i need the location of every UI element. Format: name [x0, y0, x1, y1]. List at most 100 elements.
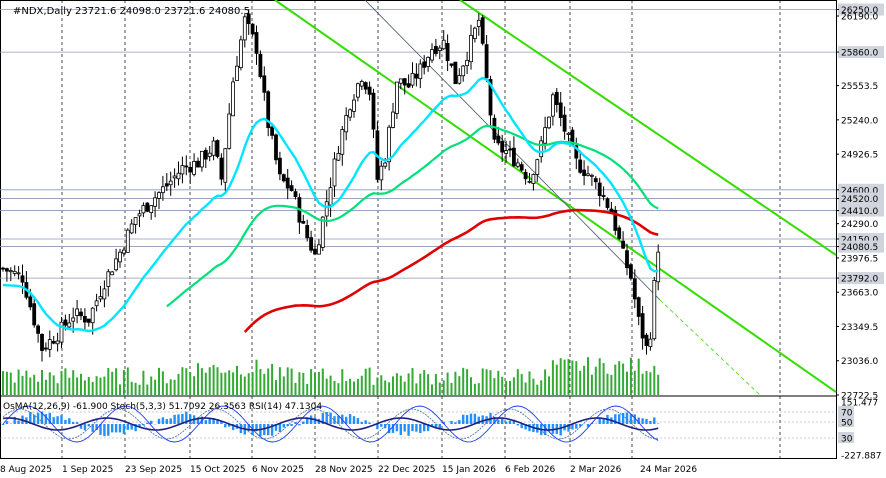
osma-bar	[306, 417, 309, 424]
osma-bar	[649, 420, 652, 424]
volume-bar	[9, 372, 12, 395]
candle	[590, 173, 594, 186]
candle	[445, 34, 450, 72]
volume-bar	[411, 368, 414, 395]
volume-bar	[618, 361, 621, 395]
candle	[114, 248, 118, 272]
osma-bar	[103, 424, 106, 437]
candle	[613, 206, 618, 236]
osc-tick-label: -227.887	[841, 452, 881, 462]
candle	[157, 191, 161, 210]
volume-bar	[95, 376, 98, 395]
channel-projection	[659, 299, 761, 396]
osma-bar	[196, 417, 200, 424]
volume-bar	[204, 372, 207, 395]
candle	[398, 78, 403, 90]
volume-bar	[555, 364, 558, 395]
candle	[297, 193, 302, 234]
osma-bar	[5, 421, 9, 424]
volume-bar	[571, 360, 574, 395]
volume-bar	[33, 374, 36, 395]
osma-bar	[68, 418, 71, 424]
osma-bar	[189, 414, 192, 424]
osma-bar	[309, 415, 313, 424]
volume-bar	[5, 371, 8, 395]
osma-bar	[641, 418, 644, 424]
volume-bar	[317, 371, 320, 395]
candle	[453, 61, 458, 85]
time-tick-label: 6 Nov 2025	[252, 465, 304, 475]
osma-bar	[426, 424, 430, 432]
price-tick-label: 22722.5	[841, 392, 878, 402]
osma-bar	[497, 419, 500, 424]
volume-bar	[419, 373, 422, 395]
osma-bar	[83, 424, 87, 431]
candle	[566, 132, 571, 143]
candle	[601, 186, 606, 201]
osma-bar	[173, 414, 176, 424]
price-tick-label: 25240.0	[841, 116, 878, 126]
time-tick-label: 8 Aug 2025	[0, 465, 52, 475]
volume-bar	[489, 370, 492, 395]
volume-bar	[44, 379, 47, 395]
candle	[207, 145, 212, 162]
candle	[75, 299, 79, 324]
candle	[266, 90, 271, 137]
candle	[519, 161, 524, 173]
osma-bar	[1, 424, 5, 425]
volume-bar	[263, 373, 266, 395]
osma-bar	[255, 424, 258, 432]
volume-bar	[232, 372, 235, 395]
osma-bar	[231, 424, 235, 431]
volume-bar	[594, 366, 597, 395]
candle	[274, 133, 278, 165]
chart-frame	[0, 0, 837, 459]
candle	[83, 308, 87, 331]
osma-bar	[270, 424, 274, 436]
osma-bar	[33, 415, 36, 424]
volume-bar	[450, 382, 453, 395]
volume-bar	[349, 378, 352, 395]
candle	[422, 55, 427, 75]
candle	[192, 153, 197, 177]
volume-bar	[649, 372, 652, 395]
osma-bar	[586, 424, 590, 427]
candle	[285, 168, 290, 200]
time-tick-label: 2 Mar 2026	[570, 465, 622, 475]
volume-bar	[282, 376, 285, 395]
osma-bar	[454, 422, 457, 424]
volume-bar	[598, 358, 601, 395]
osma-bar	[524, 424, 527, 430]
candle	[137, 209, 142, 228]
candle	[12, 265, 17, 277]
candle	[238, 35, 243, 71]
volume-bar	[583, 365, 586, 395]
candle	[277, 151, 282, 181]
price-tick-label: 26250.0	[841, 6, 878, 16]
osma-bar	[345, 416, 348, 424]
candle	[188, 161, 193, 184]
osma-bar	[224, 424, 227, 428]
volume-bar	[48, 372, 51, 395]
candle	[527, 173, 532, 184]
osma-bar	[107, 424, 110, 436]
chart-grid	[0, 0, 837, 459]
candle	[133, 217, 138, 234]
candle	[586, 165, 590, 177]
volume-bar	[434, 374, 437, 395]
candle	[203, 147, 208, 169]
candle	[168, 171, 173, 196]
candle	[355, 82, 360, 102]
candle	[211, 136, 216, 161]
volume-bar	[251, 372, 254, 395]
candle	[597, 177, 602, 207]
volume-bar	[37, 381, 40, 395]
candle	[375, 121, 380, 183]
osma-bar	[508, 420, 512, 424]
volume-bar	[505, 380, 508, 395]
osc-tick-label: 70	[841, 409, 853, 419]
volume-bar	[111, 371, 114, 395]
candle	[636, 296, 641, 326]
osma-bar	[134, 424, 137, 432]
osma-bar	[333, 416, 336, 424]
